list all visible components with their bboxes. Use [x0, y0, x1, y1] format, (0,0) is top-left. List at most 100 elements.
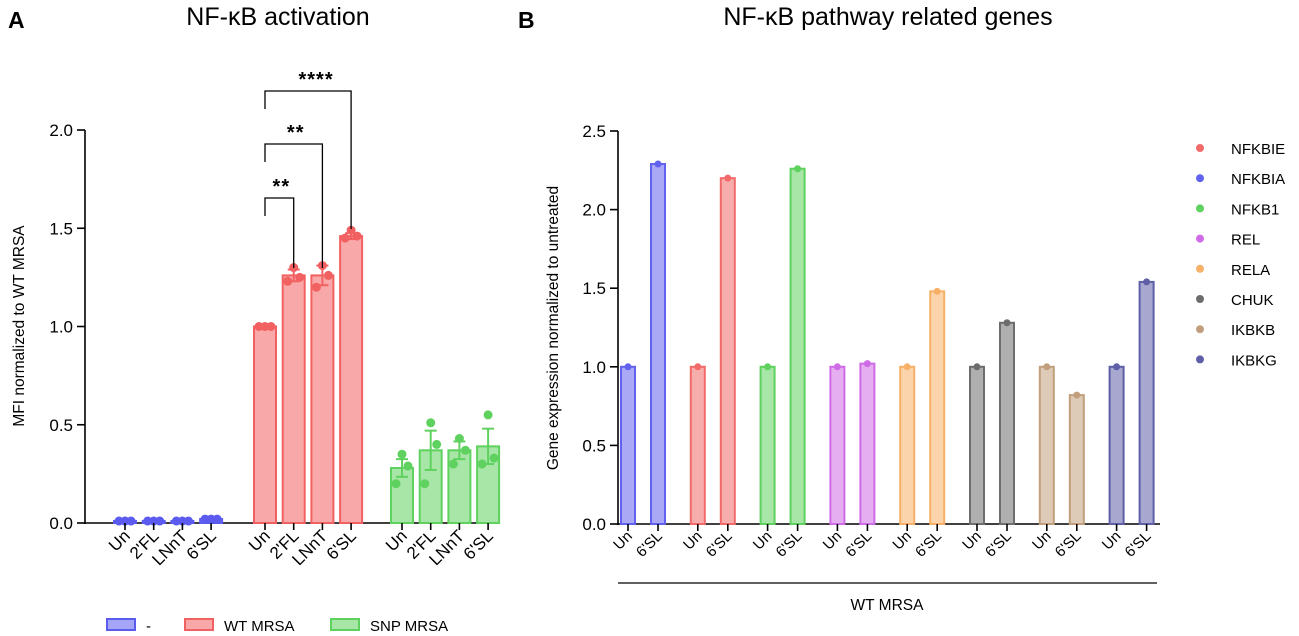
panel-b-ylabel: Gene expression normalized to untreated	[545, 186, 562, 470]
b-data-point-rela-6-sl	[933, 287, 941, 295]
b-x-tick-label: 6'SL	[633, 528, 666, 561]
a-data-point	[483, 410, 493, 420]
b-y-tick-label: 2.5	[582, 122, 606, 141]
a-data-point	[295, 272, 305, 282]
b-bar-nfkb1-6-sl	[789, 167, 806, 525]
panel-a-letter: A	[8, 7, 25, 33]
a-x-tick-label: 6'SL	[183, 526, 220, 563]
b-legend-label-rela: RELA	[1231, 262, 1270, 279]
b-bar-nfkbie-6-sl	[719, 177, 736, 525]
a-data-point	[403, 461, 413, 471]
b-bar-ikbkg-un	[1108, 365, 1125, 525]
a-data-point	[448, 459, 458, 469]
b-bar-nfkbia-un	[620, 365, 636, 525]
b-bar-rela-6-sl	[929, 290, 946, 525]
b-legend-marker-rel	[1196, 234, 1204, 243]
b-x-tick-label: Un	[820, 528, 846, 554]
b-x-tick-label: 6'SL	[842, 528, 875, 561]
b-legend-label-ikbkg: IKBKG	[1231, 352, 1277, 369]
a-data-point	[426, 418, 436, 428]
b-y-tick-label: 0.0	[582, 515, 606, 534]
a-data-point	[126, 516, 136, 526]
b-x-tick-label: 6'SL	[703, 528, 736, 561]
b-legend-marker-ikbkg	[1196, 355, 1204, 364]
a-y-tick-label: 0.5	[49, 416, 73, 435]
a-legend-label-none: -	[146, 618, 151, 635]
b-bar-ikbkb-un	[1038, 365, 1055, 525]
b-bar-rel-un	[829, 365, 846, 525]
a-significance-label: **	[273, 176, 291, 198]
a-y-tick-label: 2.0	[49, 121, 73, 140]
b-bar-ikbkg-6-sl	[1138, 280, 1155, 525]
a-significance-bracket	[264, 143, 324, 268]
a-data-point	[391, 479, 401, 489]
a-bar-wt-mrsa-6-sl	[339, 235, 364, 525]
a-data-point	[155, 516, 165, 526]
b-x-tick-label: 6'SL	[1052, 528, 1085, 561]
b-data-point-rel-un	[833, 363, 841, 371]
a-data-point	[340, 233, 350, 243]
b-x-tick-label: Un	[889, 528, 915, 554]
b-data-point-ikbkg-6-sl	[1143, 278, 1151, 286]
a-legend-swatch-wt-mrsa	[184, 618, 214, 631]
a-y-tick-label: 1.5	[49, 219, 73, 238]
a-legend-swatch-snp-mrsa	[330, 618, 360, 631]
a-data-point	[212, 514, 222, 524]
a-y-tick-label: 1.0	[49, 318, 73, 337]
b-bar-ikbkb-6-sl	[1068, 394, 1085, 526]
b-bar-rela-un	[899, 365, 916, 525]
a-bar-wt-mrsa-un	[253, 325, 277, 524]
a-data-point	[489, 453, 499, 463]
b-legend-marker-nfkb1	[1196, 204, 1204, 213]
a-data-point	[346, 225, 356, 235]
b-x-tick-label: Un	[959, 528, 985, 554]
b-x-tick-label: 6'SL	[1122, 528, 1155, 561]
a-data-point	[454, 434, 464, 444]
a-data-point	[266, 322, 276, 331]
b-legend-marker-nfkbia	[1196, 174, 1204, 183]
b-data-point-nfkb1-un	[764, 363, 772, 371]
b-legend-label-rel: REL	[1231, 232, 1260, 249]
b-x-tick-label: Un	[750, 528, 776, 554]
b-legend-label-nfkbia: NFKBIA	[1231, 171, 1285, 188]
a-data-point	[352, 231, 362, 241]
b-legend-marker-chuk	[1196, 295, 1204, 303]
a-data-point	[477, 459, 487, 469]
b-data-point-nfkb1-6-sl	[794, 165, 802, 173]
b-y-tick-label: 0.5	[582, 436, 606, 455]
panel-b-letter: B	[518, 7, 535, 33]
b-x-tick-label: Un	[610, 528, 636, 554]
a-data-point	[420, 479, 430, 489]
b-y-tick-label: 1.5	[582, 279, 606, 298]
b-data-point-rela-un	[903, 363, 911, 371]
a-x-tick-label: 6'SL	[323, 526, 360, 563]
a-legend-swatch-none	[106, 618, 136, 631]
a-data-point	[311, 282, 321, 292]
a-significance-bracket	[264, 197, 295, 268]
b-data-point-ikbkg-un	[1113, 363, 1121, 371]
b-legend-marker-rela	[1196, 264, 1204, 273]
a-x-tick-label: 6'SL	[460, 526, 497, 563]
a-data-point	[283, 276, 293, 286]
b-y-tick-label: 2.0	[582, 201, 606, 220]
a-data-point	[183, 516, 193, 526]
b-bar-nfkbie-un	[689, 365, 706, 525]
b-x-tick-label: Un	[1029, 528, 1055, 554]
b-data-point-ikbkb-6-sl	[1073, 391, 1081, 399]
a-legend-label-wt-mrsa: WT MRSA	[224, 618, 295, 635]
b-data-point-ikbkb-un	[1043, 363, 1051, 371]
b-data-point-chuk-un	[973, 363, 981, 371]
b-data-point-chuk-6-sl	[1003, 319, 1011, 327]
b-data-point-nfkbie-6-sl	[724, 174, 732, 182]
a-data-point	[323, 270, 333, 280]
b-data-point-rel-6-sl	[863, 360, 871, 368]
a-significance-label: **	[287, 122, 305, 144]
b-legend-label-chuk: CHUK	[1231, 292, 1274, 309]
b-x-tick-label: Un	[1099, 528, 1125, 554]
b-legend-label-ikbkb: IKBKB	[1231, 322, 1275, 339]
b-data-point-nfkbia-6-sl	[654, 160, 662, 168]
b-data-point-nfkbia-un	[624, 363, 632, 371]
a-data-point	[397, 449, 407, 459]
